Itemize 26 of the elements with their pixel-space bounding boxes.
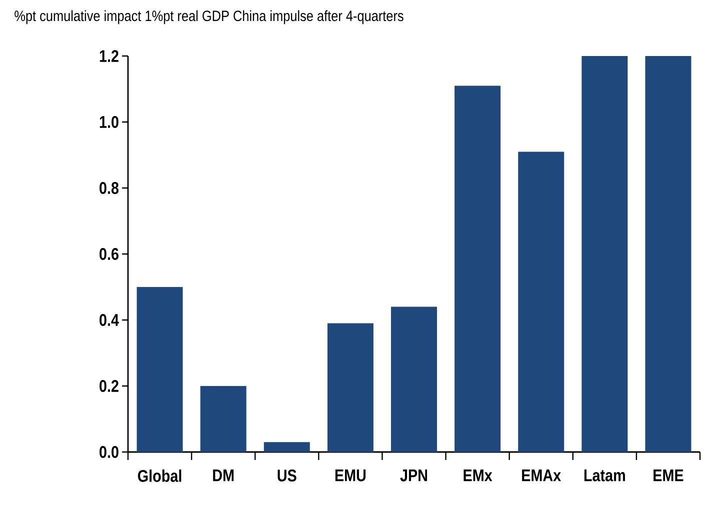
x-tick-label: Latam: [584, 470, 625, 482]
x-tick-label: EMx: [464, 470, 492, 482]
y-tick-label: 0.6: [100, 248, 118, 260]
chart-title: %pt cumulative impact 1%pt real GDP China impulse after 4-quarters: [14, 10, 404, 24]
bar: [390, 306, 437, 452]
y-tick-label: 0.4: [100, 314, 119, 326]
bar: [582, 56, 628, 452]
y-tick-label: 0.8: [100, 182, 119, 194]
x-tick-label: EME: [654, 470, 684, 482]
y-tick-label: 0.0: [100, 446, 118, 458]
bar: [264, 442, 310, 452]
x-tick-label: EMAx: [522, 470, 561, 482]
x-tick-label: EMU: [335, 470, 366, 482]
x-tick-label: US: [278, 470, 296, 482]
y-tick-label: 0.2: [100, 380, 118, 392]
x-tick-label: Global: [138, 470, 182, 482]
bar: [645, 56, 692, 452]
x-tick-label: DM: [213, 470, 234, 482]
bar: [454, 86, 501, 452]
bar: [136, 287, 183, 452]
y-tick-label: 1.0: [100, 116, 118, 128]
bar: [200, 386, 246, 452]
x-tick-label: JPN: [400, 470, 428, 482]
bar: [327, 323, 374, 452]
y-tick-label: 1.2: [100, 50, 118, 62]
bar: [518, 152, 564, 452]
